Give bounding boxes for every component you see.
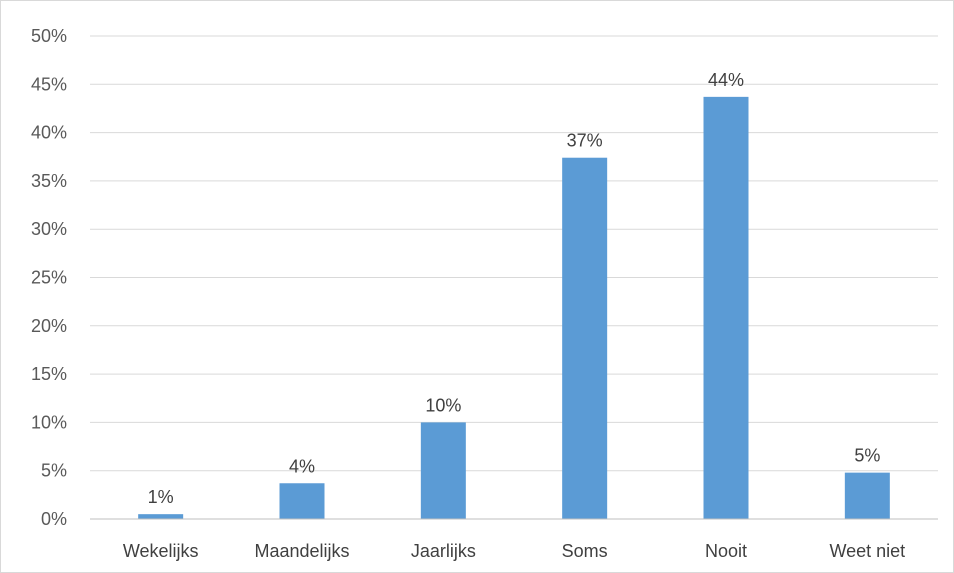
- y-axis-tick-labels: 0% 5% 10% 15% 20% 25% 30% 35% 40% 45% 50%: [31, 26, 67, 529]
- y-tick-label: 0%: [41, 509, 67, 529]
- bar-nooit: [703, 96, 749, 519]
- y-tick-label: 40%: [31, 123, 67, 143]
- x-category-label: Jaarlijks: [411, 541, 476, 561]
- x-category-label: Maandelijks: [254, 541, 349, 561]
- x-category-label: Weet niet: [829, 541, 905, 561]
- y-tick-label: 20%: [31, 316, 67, 336]
- bars: [138, 96, 890, 519]
- data-labels: 1% 4% 10% 37% 44% 5%: [148, 70, 881, 507]
- y-tick-label: 30%: [31, 219, 67, 239]
- y-tick-label: 15%: [31, 364, 67, 384]
- x-category-label: Wekelijks: [123, 541, 199, 561]
- y-tick-label: 10%: [31, 412, 67, 432]
- data-label: 10%: [425, 395, 461, 415]
- bar-soms: [562, 157, 608, 519]
- y-tick-label: 50%: [31, 26, 67, 46]
- y-tick-label: 25%: [31, 268, 67, 288]
- x-category-label: Nooit: [705, 541, 747, 561]
- y-tick-label: 35%: [31, 171, 67, 191]
- data-label: 1%: [148, 487, 174, 507]
- bar-wekelijks: [138, 514, 184, 519]
- bar-maandelijks: [279, 483, 325, 519]
- bar-jaarlijks: [420, 422, 466, 519]
- x-axis-category-labels: Wekelijks Maandelijks Jaarlijks Soms Nooit We…: [123, 541, 905, 561]
- data-label: 44%: [708, 70, 744, 90]
- bar-weet-niet: [844, 472, 890, 519]
- y-tick-label: 45%: [31, 74, 67, 94]
- x-category-label: Soms: [562, 541, 608, 561]
- data-label: 5%: [854, 446, 880, 466]
- data-label: 37%: [567, 131, 603, 151]
- y-tick-label: 5%: [41, 461, 67, 481]
- gridlines: [90, 35, 938, 472]
- data-label: 4%: [289, 456, 315, 476]
